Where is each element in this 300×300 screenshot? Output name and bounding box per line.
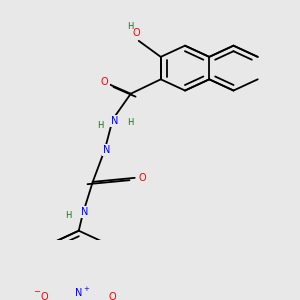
Text: O: O bbox=[109, 292, 117, 300]
Text: H: H bbox=[128, 22, 134, 31]
Text: H: H bbox=[66, 211, 72, 220]
Text: −: − bbox=[33, 287, 40, 296]
Text: N: N bbox=[103, 145, 110, 155]
Text: H: H bbox=[128, 118, 134, 127]
Text: H: H bbox=[98, 121, 104, 130]
Text: N: N bbox=[75, 288, 82, 298]
Text: +: + bbox=[83, 286, 89, 292]
Text: O: O bbox=[139, 173, 147, 183]
Text: N: N bbox=[111, 116, 118, 126]
Text: O: O bbox=[133, 28, 141, 38]
Text: O: O bbox=[41, 292, 49, 300]
Text: N: N bbox=[81, 207, 88, 217]
Text: O: O bbox=[101, 77, 109, 87]
